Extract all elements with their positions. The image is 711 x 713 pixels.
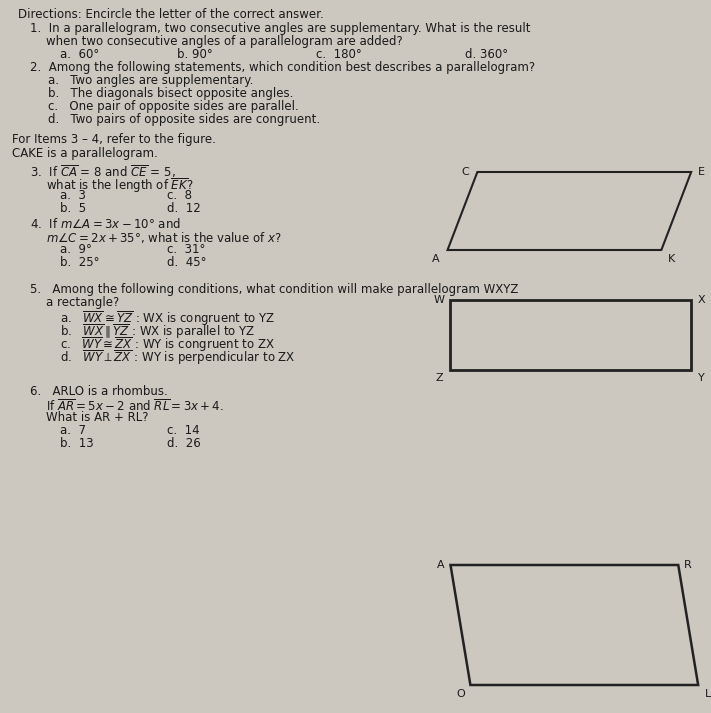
- Text: L: L: [705, 689, 711, 699]
- Text: 4.  If $m\angle A = 3x - 10°$ and: 4. If $m\angle A = 3x - 10°$ and: [30, 217, 181, 231]
- Text: $m\angle C = 2x + 35°$, what is the value of $x$?: $m\angle C = 2x + 35°$, what is the valu…: [46, 230, 282, 245]
- Text: E: E: [697, 167, 705, 177]
- Text: what is the length of $\overline{EK}$?: what is the length of $\overline{EK}$?: [46, 176, 193, 195]
- Text: X: X: [697, 295, 705, 305]
- Text: d. 360°: d. 360°: [466, 48, 508, 61]
- Text: a.  60°: a. 60°: [60, 48, 99, 61]
- Text: K: K: [668, 254, 675, 264]
- Text: a.   Two angles are supplementary.: a. Two angles are supplementary.: [48, 74, 253, 87]
- Text: c.   One pair of opposite sides are parallel.: c. One pair of opposite sides are parall…: [48, 100, 299, 113]
- Text: 3.  If $\overline{CA}$ = 8 and $\overline{CE}$ = 5,: 3. If $\overline{CA}$ = 8 and $\overline…: [30, 163, 176, 180]
- Text: d.  45°: d. 45°: [167, 256, 207, 269]
- Text: b. 90°: b. 90°: [177, 48, 213, 61]
- Text: b.  25°: b. 25°: [60, 256, 99, 269]
- Text: What is AR + RL?: What is AR + RL?: [46, 411, 149, 424]
- Text: Directions: Encircle the letter of the correct answer.: Directions: Encircle the letter of the c…: [18, 8, 324, 21]
- Text: A: A: [432, 254, 439, 264]
- Text: If $\overline{AR} = 5x - 2$ and $\overline{RL} = 3x + 4$.: If $\overline{AR} = 5x - 2$ and $\overli…: [46, 398, 223, 414]
- Text: a.   $\overline{WX} \cong \overline{YZ}$ : WX is congruent to YZ: a. $\overline{WX} \cong \overline{YZ}$ :…: [60, 309, 275, 328]
- Text: d.  26: d. 26: [167, 437, 201, 450]
- Text: b.  13: b. 13: [60, 437, 93, 450]
- Text: a rectangle?: a rectangle?: [46, 296, 119, 309]
- Text: c.  180°: c. 180°: [316, 48, 362, 61]
- Text: d.   Two pairs of opposite sides are congruent.: d. Two pairs of opposite sides are congr…: [48, 113, 320, 126]
- Text: 2.  Among the following statements, which condition best describes a parallelogr: 2. Among the following statements, which…: [30, 61, 535, 74]
- Text: C: C: [461, 167, 469, 177]
- Text: 6.   ARLO is a rhombus.: 6. ARLO is a rhombus.: [30, 385, 168, 398]
- Text: a.  3: a. 3: [60, 189, 85, 202]
- Text: c.  8: c. 8: [167, 189, 192, 202]
- Text: R: R: [684, 560, 692, 570]
- Text: Y: Y: [697, 373, 705, 383]
- Text: W: W: [434, 295, 445, 305]
- Text: b.   $\overline{WX} \parallel \overline{YZ}$ : WX is parallel to YZ: b. $\overline{WX} \parallel \overline{YZ…: [60, 322, 255, 341]
- Text: c.   $\overline{WY} \cong \overline{ZX}$ : WY is congruent to ZX: c. $\overline{WY} \cong \overline{ZX}$ :…: [60, 335, 274, 354]
- Text: a.  7: a. 7: [60, 424, 85, 437]
- Text: O: O: [456, 689, 465, 699]
- Text: 5.   Among the following conditions, what condition will make parallelogram WXYZ: 5. Among the following conditions, what …: [30, 283, 518, 296]
- Text: Z: Z: [436, 373, 444, 383]
- Text: b.   The diagonals bisect opposite angles.: b. The diagonals bisect opposite angles.: [48, 87, 293, 100]
- Text: c.  31°: c. 31°: [167, 243, 205, 256]
- Text: A: A: [437, 560, 444, 570]
- Text: d.   $\overline{WY} \perp \overline{ZX}$ : WY is perpendicular to ZX: d. $\overline{WY} \perp \overline{ZX}$ :…: [60, 348, 295, 367]
- Text: 1.  In a parallelogram, two consecutive angles are supplementary. What is the re: 1. In a parallelogram, two consecutive a…: [30, 22, 530, 35]
- Text: CAKE is a parallelogram.: CAKE is a parallelogram.: [12, 147, 158, 160]
- Text: a.  9°: a. 9°: [60, 243, 92, 256]
- Text: b.  5: b. 5: [60, 202, 86, 215]
- Text: c.  14: c. 14: [167, 424, 200, 437]
- Text: For Items 3 – 4, refer to the figure.: For Items 3 – 4, refer to the figure.: [12, 133, 216, 146]
- Text: d.  12: d. 12: [167, 202, 201, 215]
- Text: when two consecutive angles of a parallelogram are added?: when two consecutive angles of a paralle…: [46, 35, 402, 48]
